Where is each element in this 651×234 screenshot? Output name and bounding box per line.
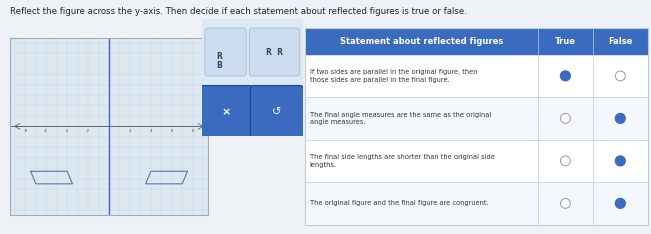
Text: R  R: R R	[266, 48, 283, 57]
Text: -4: -4	[65, 129, 69, 133]
FancyBboxPatch shape	[305, 97, 648, 140]
Text: 2: 2	[129, 129, 132, 133]
FancyBboxPatch shape	[305, 140, 648, 182]
Text: True: True	[555, 37, 576, 46]
Text: The final side lengths are shorter than the original side
lengths.: The final side lengths are shorter than …	[310, 154, 495, 168]
Text: 1: 1	[205, 119, 208, 123]
Text: -2: -2	[86, 129, 90, 133]
Ellipse shape	[561, 156, 570, 166]
Ellipse shape	[561, 71, 570, 81]
Ellipse shape	[561, 198, 570, 208]
FancyBboxPatch shape	[249, 28, 299, 76]
Text: B: B	[216, 61, 222, 70]
Text: The final angle measures are the same as the original
angle measures.: The final angle measures are the same as…	[310, 112, 491, 125]
FancyBboxPatch shape	[200, 85, 253, 139]
Text: -6: -6	[44, 129, 48, 133]
Text: ↺: ↺	[272, 107, 282, 117]
Ellipse shape	[561, 113, 570, 123]
Text: R: R	[216, 52, 222, 61]
Ellipse shape	[615, 113, 625, 123]
Text: Reflect the figure across the y-axis. Then decide if each statement about reflec: Reflect the figure across the y-axis. Th…	[10, 7, 467, 16]
FancyBboxPatch shape	[305, 28, 648, 55]
FancyBboxPatch shape	[305, 182, 648, 225]
Text: 6: 6	[171, 129, 173, 133]
FancyBboxPatch shape	[250, 85, 304, 139]
Text: 4: 4	[150, 129, 152, 133]
FancyBboxPatch shape	[200, 18, 305, 88]
FancyBboxPatch shape	[305, 55, 648, 97]
Text: Statement about reflected figures: Statement about reflected figures	[340, 37, 503, 46]
FancyBboxPatch shape	[205, 28, 246, 76]
Text: If two sides are parallel in the original figure, then
those sides are parallel : If two sides are parallel in the origina…	[310, 69, 477, 83]
Ellipse shape	[615, 71, 625, 81]
Ellipse shape	[615, 198, 625, 208]
Text: The original figure and the final figure are congruent.: The original figure and the final figure…	[310, 200, 488, 206]
Ellipse shape	[615, 156, 625, 166]
Text: 8: 8	[191, 129, 194, 133]
Text: -8: -8	[23, 129, 27, 133]
Text: ×: ×	[222, 107, 231, 117]
Text: False: False	[608, 37, 633, 46]
